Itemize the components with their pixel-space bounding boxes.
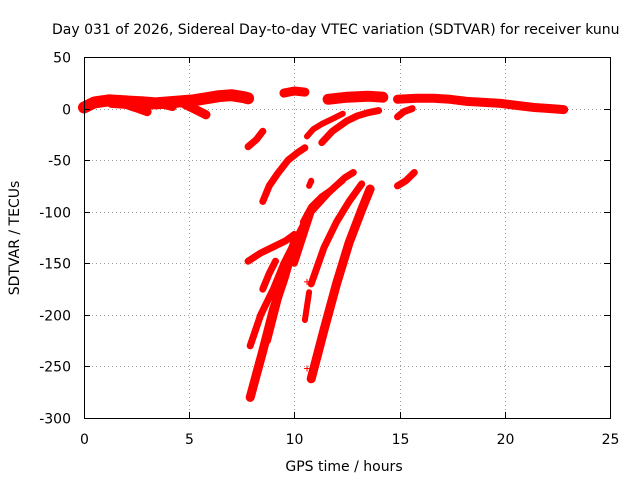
y-axis-label: SDTVAR / TECUs: [7, 181, 23, 296]
sdtvar-pass-20: [263, 233, 303, 345]
x-tick-label: 10: [286, 432, 304, 448]
axis-layer: 0 5 10 15 20 25 50 0 -50 -100 -150 -200 -250 -300: [39, 51, 619, 449]
plus-marker: [308, 179, 315, 186]
sdtvar-pass-4: [180, 99, 211, 120]
x-tick-label: 15: [392, 432, 410, 448]
plus-marker: [304, 133, 311, 140]
sdtvar-pass-15: [244, 230, 298, 265]
y-tick-label: -150: [39, 257, 71, 273]
sdtvar-pass-2: [106, 98, 152, 117]
sdtvar-pass-11: [394, 105, 416, 121]
plus-marker: [304, 219, 311, 226]
series-layer: [78, 86, 569, 402]
x-tick-label: 0: [80, 432, 89, 448]
y-tick-label: -250: [39, 360, 71, 376]
y-tick-label: 50: [53, 51, 71, 67]
y-tick-label: -200: [39, 309, 71, 325]
sdtvar-pass-9: [304, 110, 346, 140]
chart-title: Day 031 of 2026, Sidereal Day-to-day VTE…: [52, 22, 620, 38]
x-tick-label: 5: [185, 432, 194, 448]
sdtvar-pass-22: [301, 289, 313, 323]
sdtvar-pass-21: [259, 257, 279, 293]
sdtvar-pass-23: [307, 180, 366, 288]
y-tick-label: -50: [48, 154, 71, 170]
plot-frame: [84, 57, 611, 419]
sdtvar-pass-14: [394, 169, 418, 190]
sdtvar-pass-6: [322, 90, 389, 105]
sdtvar-pass-17: [299, 177, 346, 225]
x-tick-label: 20: [497, 432, 515, 448]
sdtvar-pass-12: [259, 144, 309, 205]
sdtvar-pass-24: [306, 184, 375, 384]
plus-marker: [304, 365, 311, 372]
sdtvar-pass-10: [318, 107, 383, 147]
y-tick-label: -100: [39, 206, 71, 222]
y-tick-label: -300: [39, 412, 71, 428]
sdtvar-pass-5: [279, 86, 310, 98]
sdtvar-pass-7: [393, 93, 569, 115]
plus-marker: [304, 278, 311, 285]
x-tick-label: 25: [602, 432, 620, 448]
x-axis-label: GPS time / hours: [285, 459, 402, 475]
sdtvar-pass-8: [244, 127, 267, 151]
sdtvar-pass-3: [142, 98, 177, 111]
y-tick-label: 0: [62, 103, 71, 119]
